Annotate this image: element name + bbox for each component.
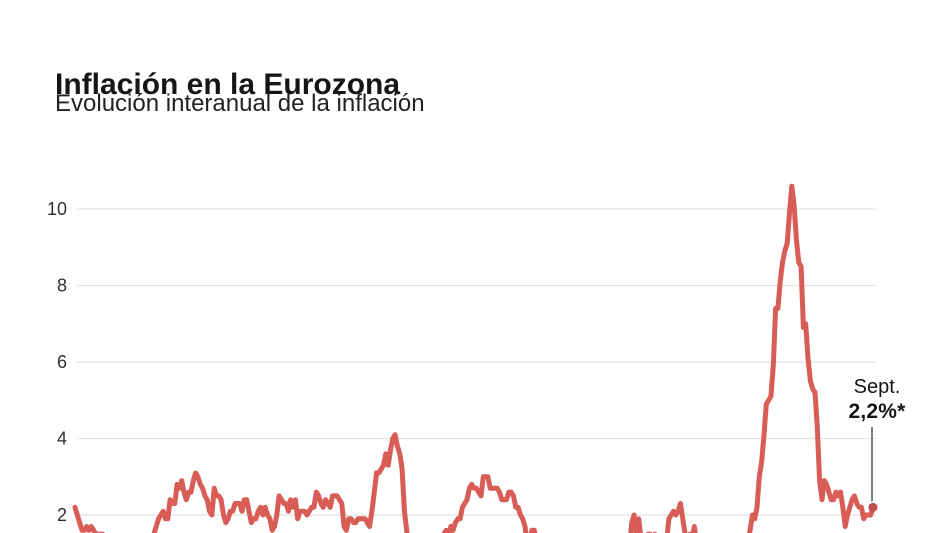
y-axis-tick-label: 10 <box>47 199 67 219</box>
y-axis-tick-label: 4 <box>57 429 67 449</box>
page-subtitle: Evolución interanual de la inflación <box>55 90 425 117</box>
y-axis-tick-label: 8 <box>57 276 67 296</box>
annotation-value-label: 2,2%* <box>848 399 906 423</box>
y-axis-tick-label: 6 <box>57 352 67 372</box>
page-title: Inflación en la Eurozona <box>55 68 401 102</box>
inflation-line <box>72 183 876 533</box>
latest-value-annotation: Sept. 2,2%* <box>827 376 927 424</box>
annotation-month-label: Sept. <box>853 376 901 398</box>
series-end-dot <box>868 502 878 512</box>
y-axis-tick-label: 2 <box>57 505 67 525</box>
